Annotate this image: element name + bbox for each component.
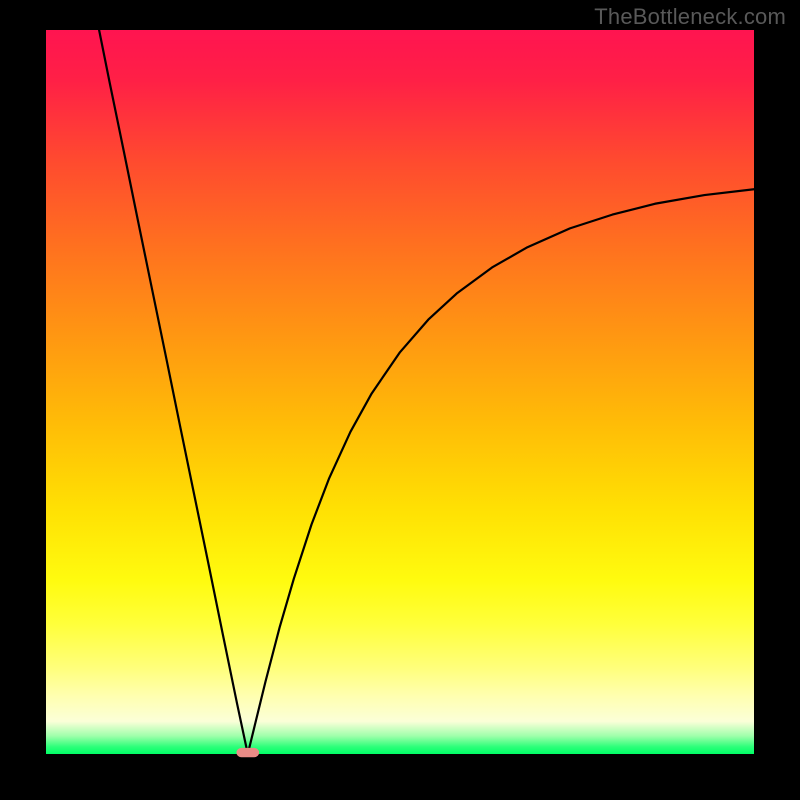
plot-background xyxy=(46,30,754,754)
watermark-text: TheBottleneck.com xyxy=(594,4,786,30)
optimal-marker xyxy=(236,748,259,757)
chart-frame: TheBottleneck.com xyxy=(0,0,800,800)
bottleneck-chart xyxy=(0,0,800,800)
